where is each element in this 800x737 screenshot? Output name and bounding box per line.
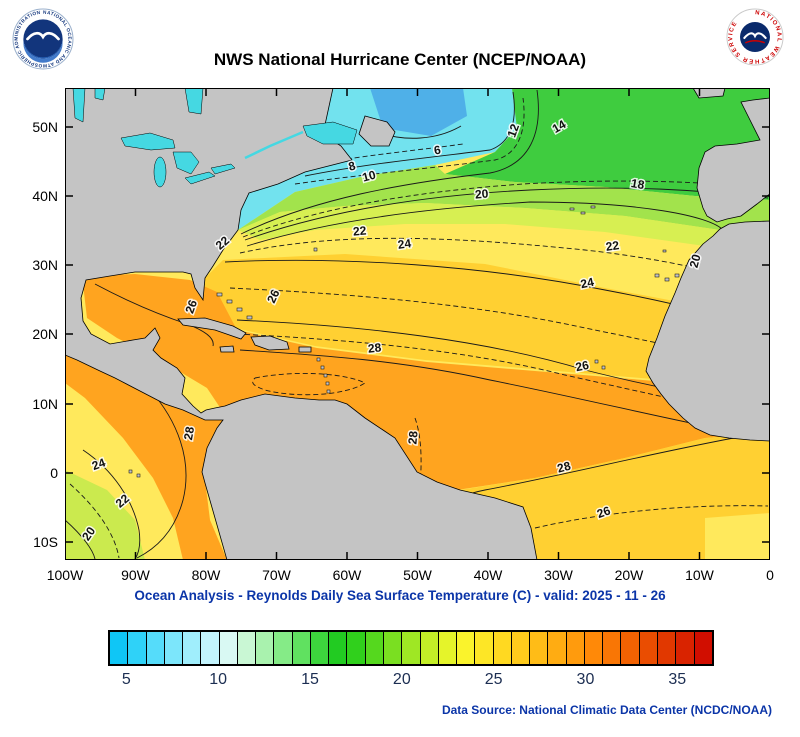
colorbar-cell (457, 632, 476, 664)
colorbar-tick-label: 15 (301, 671, 319, 688)
lat-tick-label: 0 (50, 465, 58, 481)
lon-tick-label: 90W (121, 567, 150, 583)
hispaniola (250, 335, 290, 351)
colorbar-cell (493, 632, 512, 664)
colorbar-tick-label: 30 (576, 671, 595, 688)
colorbar-cell (657, 632, 677, 664)
colorbar-cell (347, 632, 366, 664)
lon-tick-label: 60W (332, 567, 362, 583)
colorbar-tick-label: 5 (121, 671, 131, 688)
map-subtitle: Ocean Analysis - Reynolds Daily Sea Surf… (134, 588, 666, 603)
colorbar-cell (694, 632, 712, 664)
lat-tick-label: 20N (32, 326, 58, 342)
colorbar-cell (548, 632, 567, 664)
colorbar-cell (128, 632, 147, 664)
lat-tick-label: 40N (32, 188, 58, 204)
colorbar-cell (402, 632, 421, 664)
colorbar-cell (438, 632, 458, 664)
colorbar-cell (584, 632, 604, 664)
americas (65, 88, 538, 560)
africa (645, 220, 770, 442)
lon-tick-label: 50W (403, 567, 432, 583)
colorbar-cell (420, 632, 439, 664)
lat-tick-label: 10N (32, 396, 58, 412)
colorbar-tick-label: 10 (209, 671, 228, 688)
lat-tick-label: 30N (32, 257, 58, 273)
colorbar-cell (475, 632, 494, 664)
colorbar-tick-label: 25 (484, 671, 503, 688)
contour-label: 18 (630, 176, 646, 192)
colorbar-cell (110, 632, 129, 664)
colorbar-cell (256, 632, 275, 664)
page-title: NWS National Hurricane Center (NCEP/NOAA… (213, 50, 587, 69)
colorbar-cells (108, 630, 714, 666)
data-source-note: Data Source: National Climatic Data Cent… (441, 703, 772, 717)
lon-tick-label: 0 (766, 567, 774, 583)
colorbar-cell (621, 632, 640, 664)
colorbar-cell (219, 632, 238, 664)
lat-tick-label: 50N (32, 119, 58, 135)
islands (128, 205, 680, 478)
colorbar-cell (566, 632, 585, 664)
noaa-logo: NATIONAL OCEANIC AND ATMOSPHERIC ADMINIS… (12, 8, 74, 70)
jamaica (219, 345, 235, 353)
contour-label: 22 (605, 238, 620, 254)
cuba (177, 317, 247, 340)
colorbar-tick-label: 35 (668, 671, 687, 688)
colorbar-cell (365, 632, 384, 664)
contour-label: 28 (405, 430, 420, 445)
contour-label: 28 (367, 340, 382, 355)
contour-label: 28 (181, 425, 197, 441)
contour-label: 26 (574, 358, 590, 375)
lon-tick-label: 20W (614, 567, 644, 583)
contour-label: 10 (361, 168, 378, 185)
newfoundland (358, 115, 396, 147)
colorbar-cell (639, 632, 658, 664)
lon-tick-label: 100W (46, 567, 84, 583)
nws-logo: NATIONAL WEATHER SERVICE (726, 8, 784, 66)
map-ticks (65, 88, 770, 560)
contour-label: 24 (397, 236, 412, 252)
colorbar-cell (183, 632, 202, 664)
gull-icon (743, 32, 767, 40)
colorbar-tick-label: 20 (392, 671, 411, 688)
contour-label: 24 (579, 275, 595, 292)
contour-label: 22 (352, 223, 367, 238)
europe-uk (692, 88, 726, 99)
contour-label: 20 (687, 252, 704, 269)
colorbar-cell (676, 632, 695, 664)
landmass (65, 88, 770, 560)
colorbar-cell (530, 632, 549, 664)
colorbar-cell (310, 632, 330, 664)
colorbar-cell (603, 632, 622, 664)
colorbar-cell (511, 632, 531, 664)
noaa-sea-band (23, 39, 63, 63)
colorbar-cell (383, 632, 403, 664)
lon-tick-label: 10W (685, 567, 714, 583)
contour-label: 20 (474, 186, 489, 201)
colorbar-cell (237, 632, 257, 664)
nws-red-swoosh (745, 39, 765, 44)
lon-tick-label: 30W (544, 567, 573, 583)
colorbar-cell (292, 632, 311, 664)
lakes (72, 88, 358, 188)
colorbar-cell (164, 632, 184, 664)
colorbar-cell (146, 632, 165, 664)
colorbar-tick-row: 5 10 15 20 25 30 35 (108, 671, 714, 693)
lon-tick-label: 70W (262, 567, 291, 583)
colorbar-cell (201, 632, 220, 664)
colorbar-cell (329, 632, 348, 664)
lon-tick-label: 40W (473, 567, 503, 583)
puerto-rico (298, 346, 312, 353)
contour-label: 28 (556, 459, 573, 476)
colorbar-cell (274, 632, 293, 664)
lon-tick-label: 80W (191, 567, 221, 583)
gull-icon (26, 31, 60, 41)
europe-iberia (696, 97, 770, 223)
lat-tick-label: 10S (33, 534, 58, 550)
